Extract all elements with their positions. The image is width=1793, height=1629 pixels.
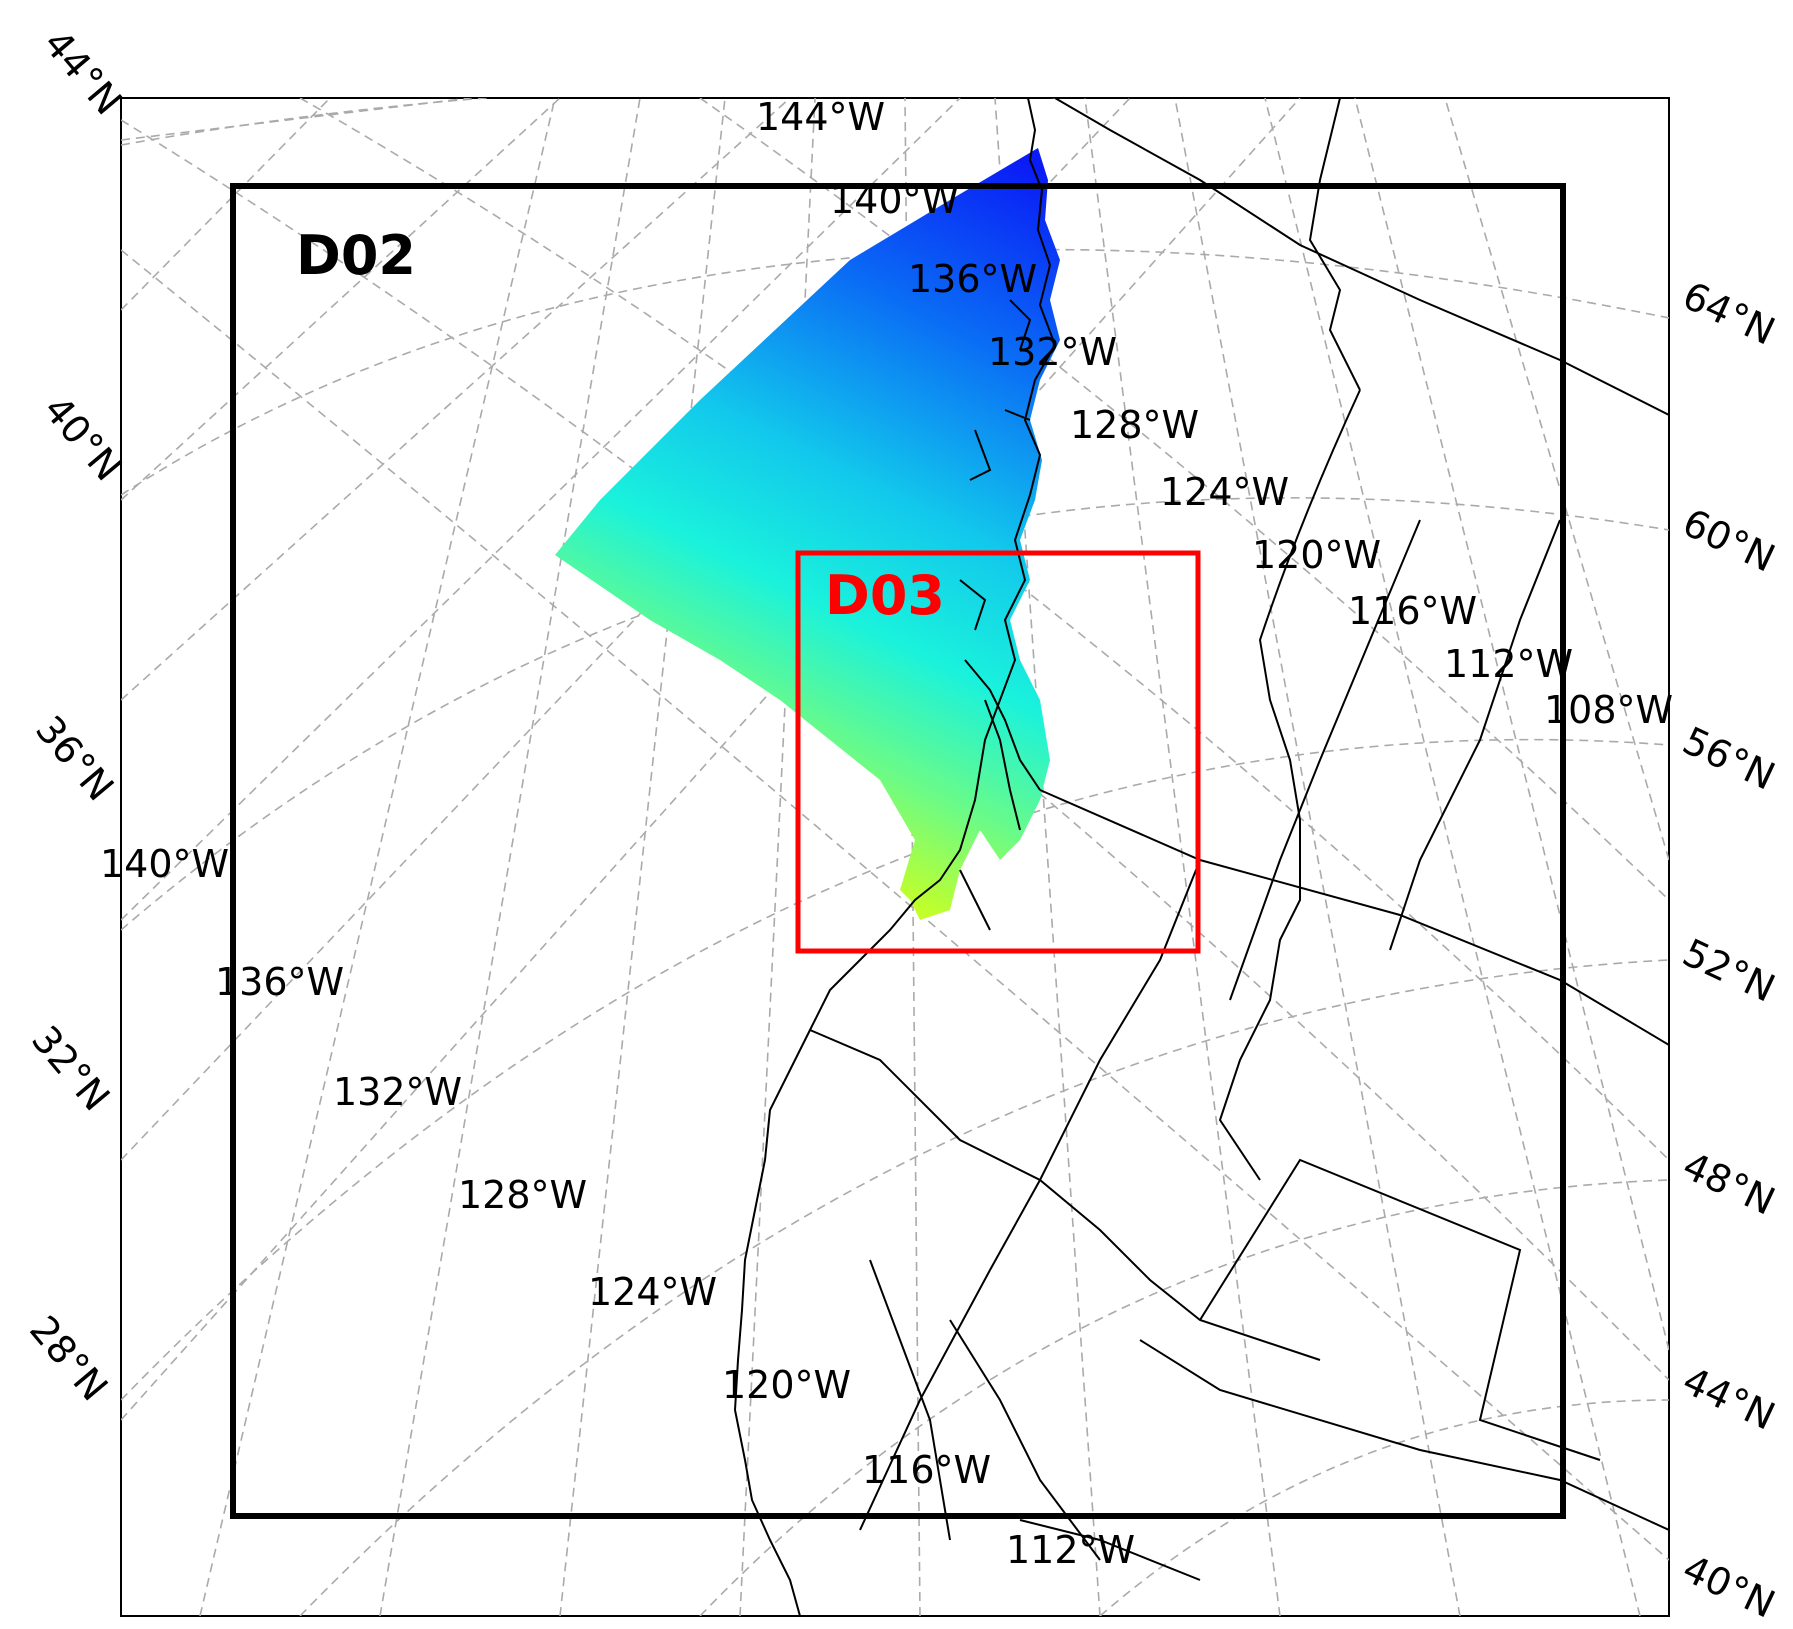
- lon-label-top: 120°W: [1252, 533, 1381, 577]
- lat-label-left: 28°N: [21, 1308, 116, 1410]
- model-field: [555, 148, 1060, 920]
- lon-label-top: 132°W: [988, 330, 1117, 374]
- coastline-inlets: [959, 299, 1041, 931]
- lat-label-right: 56°N: [1676, 718, 1781, 798]
- lat-label-right: 64°N: [1676, 273, 1781, 353]
- lat-labels-right: 64°N 60°N 56°N 52°N 48°N 44°N 40°N: [1676, 273, 1781, 1626]
- lon-label-top: 112°W: [1444, 642, 1573, 686]
- domain-d02-box: [230, 183, 1566, 1519]
- lon-labels-bottom: 140°W 136°W 132°W 128°W 124°W 120°W 116°…: [100, 842, 1135, 1572]
- lat-label-left: 32°N: [23, 1018, 118, 1120]
- lon-label-top: 124°W: [1160, 470, 1289, 514]
- lat-labels-left: 44°N 40°N 36°N 32°N 28°N: [21, 22, 130, 1410]
- lat-label-left: 36°N: [27, 708, 122, 810]
- lon-label-bottom: 116°W: [862, 1448, 991, 1492]
- lon-label-top: 136°W: [908, 257, 1037, 301]
- lon-labels-top: 144°W 140°W 136°W 132°W 128°W 124°W 120°…: [756, 95, 1673, 732]
- coastline: [733, 98, 1057, 1616]
- lon-label-top: 144°W: [756, 95, 885, 139]
- lon-label-bottom: 120°W: [722, 1363, 851, 1407]
- domain-d03-label: D03: [825, 564, 945, 627]
- lon-label-top: 140°W: [830, 178, 959, 222]
- lon-label-top: 108°W: [1544, 688, 1673, 732]
- lon-label-bottom: 128°W: [458, 1173, 587, 1217]
- graticule-parallels: [121, 98, 1669, 1616]
- political-boundaries: [809, 98, 1669, 1581]
- lon-label-bottom: 136°W: [215, 960, 344, 1004]
- domain-d03-box: [795, 550, 1201, 954]
- lon-label-bottom: 112°W: [1006, 1528, 1135, 1572]
- lon-label-top: 116°W: [1348, 589, 1477, 633]
- lon-label-bottom: 132°W: [333, 1070, 462, 1114]
- lat-label-right: 52°N: [1676, 930, 1781, 1010]
- lon-label-bottom: 124°W: [588, 1270, 717, 1314]
- lat-label-right: 60°N: [1676, 500, 1781, 580]
- lat-label-left: 40°N: [35, 388, 130, 490]
- lat-label-left: 44°N: [35, 22, 130, 124]
- domain-d02-label: D02: [296, 224, 416, 287]
- lat-label-right: 44°N: [1676, 1358, 1781, 1438]
- lon-label-top: 128°W: [1070, 403, 1199, 447]
- lat-label-right: 48°N: [1676, 1143, 1781, 1223]
- lat-label-right: 40°N: [1676, 1546, 1781, 1626]
- lon-label-bottom: 140°W: [100, 842, 229, 886]
